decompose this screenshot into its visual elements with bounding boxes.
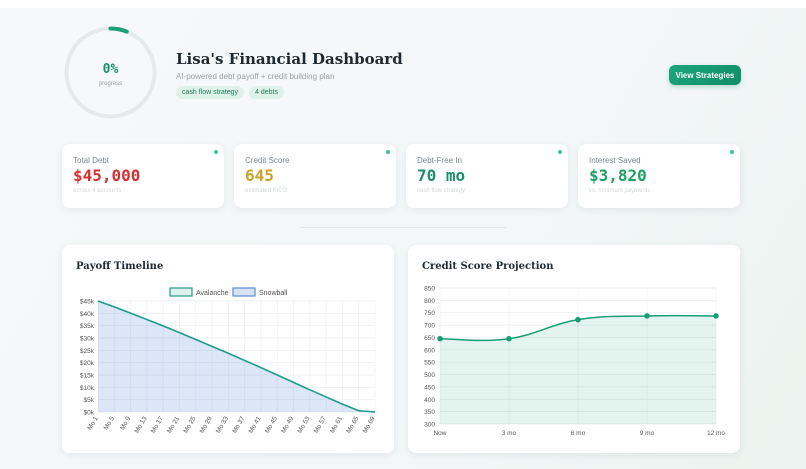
stat-card-total-debt: Total Debt $45,000 across 4 accounts xyxy=(62,144,224,208)
y-tick-label: $20k xyxy=(80,360,95,367)
y-tick-label: 300 xyxy=(424,422,435,429)
series-line-avalanche xyxy=(97,300,376,413)
data-point xyxy=(437,335,443,342)
section-divider xyxy=(300,227,506,228)
legend-label-avalanche: Avalanche xyxy=(196,290,229,297)
status-dot xyxy=(214,150,218,154)
x-tick-label: Mo 37 xyxy=(231,415,246,434)
x-tick-label: 9 mo xyxy=(640,430,655,437)
stat-note: estimated FICO xyxy=(245,188,288,194)
x-tick-label: Mo 9 xyxy=(119,415,132,431)
y-tick-label: $40k xyxy=(80,311,95,318)
hero-section: 0% progress Lisa's Financial Dashboard A… xyxy=(62,24,742,124)
x-tick-label: Mo 69 xyxy=(362,415,377,434)
progress-label: progress xyxy=(98,81,123,87)
chart-title: Payoff Timeline xyxy=(76,261,164,272)
legend-swatch-snowball xyxy=(232,287,256,297)
stat-value: $3,820 xyxy=(589,166,647,185)
stat-value: 645 xyxy=(245,166,274,185)
stat-value: 70 mo xyxy=(417,166,466,185)
data-point xyxy=(713,313,719,319)
y-tick-label: $45k xyxy=(80,299,95,306)
stat-label: Interest Saved xyxy=(589,156,641,165)
chart-title: Credit Score Projection xyxy=(422,261,554,272)
stat-value: $45,000 xyxy=(73,166,141,185)
page-title: Lisa's Financial Dashboard xyxy=(176,50,403,68)
x-tick-label: Mo 41 xyxy=(248,415,263,434)
tag-list: cash flow strategy 4 debts xyxy=(176,86,284,99)
x-tick-label: Mo 49 xyxy=(280,415,295,434)
x-tick-label: Mo 1 xyxy=(86,415,99,431)
stat-card-credit-score: Credit Score 645 estimated FICO xyxy=(234,144,396,208)
status-dot xyxy=(730,150,734,154)
y-tick-label: $30k xyxy=(80,336,95,343)
data-point xyxy=(644,313,650,319)
x-tick-label: 6 mo xyxy=(571,430,586,437)
y-tick-label: 850 xyxy=(424,286,435,293)
y-tick-label: 700 xyxy=(424,323,435,330)
legend-label-snowball: Snowball xyxy=(259,290,288,297)
status-dot xyxy=(386,150,390,154)
stat-note: cash flow strategy xyxy=(417,188,466,194)
y-tick-label: 550 xyxy=(424,360,435,367)
x-tick-label: Mo 33 xyxy=(215,415,230,434)
series-area-snowball xyxy=(98,301,375,412)
x-tick-label: Mo 61 xyxy=(329,415,344,434)
stat-note: vs. minimum payments xyxy=(589,188,651,194)
view-strategies-button[interactable]: View Strategies xyxy=(669,65,741,85)
y-tick-label: $5k xyxy=(84,397,95,404)
stat-note: across 4 accounts xyxy=(73,188,122,194)
progress-ring: 0% progress xyxy=(62,24,159,121)
stat-card-debt-free: Debt-Free In 70 mo cash flow strategy xyxy=(406,144,568,208)
x-tick-label: Mo 65 xyxy=(345,415,360,434)
progress-ring-graphic xyxy=(64,26,157,119)
series-area-credit xyxy=(440,315,716,424)
x-tick-label: Mo 29 xyxy=(199,415,214,434)
stat-label: Debt-Free In xyxy=(417,156,462,165)
top-bar xyxy=(0,0,806,8)
y-tick-label: 350 xyxy=(424,409,435,416)
credit-projection-chart: 300 350 400 450 500 550 600 650 700 750 800 850 Now 3… xyxy=(424,286,725,438)
stat-card-interest-saved: Interest Saved $3,820 vs. minimum paymen… xyxy=(578,144,740,208)
stat-label: Credit Score xyxy=(245,156,290,165)
status-dot xyxy=(558,150,562,154)
x-tick-label: Mo 5 xyxy=(103,415,116,431)
x-tick-label: 3 mo xyxy=(502,430,517,437)
payoff-timeline-chart: Avalanche Snowball $0k $5k $10k $15k $20k $25k $… xyxy=(80,287,377,435)
x-tick-label: Mo 57 xyxy=(313,415,328,434)
y-tick-label: 400 xyxy=(424,397,435,404)
stat-label: Total Debt xyxy=(73,156,110,165)
x-tick-label: Mo 45 xyxy=(264,415,279,434)
y-tick-label: 750 xyxy=(424,310,435,317)
data-point xyxy=(575,316,581,323)
page-subtitle: AI-powered debt payoff + credit building… xyxy=(176,72,335,81)
x-tick-label: Mo 13 xyxy=(134,415,149,434)
x-tick-label: Mo 17 xyxy=(150,415,165,434)
progress-percent: 0% xyxy=(102,62,119,77)
y-tick-label: 600 xyxy=(424,347,435,354)
y-tick-label: 800 xyxy=(424,298,435,305)
strategy-tag: cash flow strategy xyxy=(176,86,245,99)
x-tick-label: 12 mo xyxy=(707,430,725,437)
y-tick-label: 650 xyxy=(424,335,435,342)
y-tick-label: $10k xyxy=(80,385,95,392)
debt-count-tag: 4 debts xyxy=(249,86,284,99)
y-tick-label: 450 xyxy=(424,384,435,391)
y-tick-label: $15k xyxy=(80,373,95,380)
legend-swatch-avalanche xyxy=(169,287,193,297)
payoff-timeline-card: Payoff Timeline Avalanche Snowball $0k $5k $… xyxy=(62,245,394,453)
x-tick-label: Now xyxy=(433,430,446,437)
data-point xyxy=(506,335,512,342)
x-tick-label: Mo 53 xyxy=(296,415,311,434)
x-tick-label: Mo 21 xyxy=(166,415,181,434)
credit-projection-card: Credit Score Projection 300 350 400 450 500 5… xyxy=(408,245,740,453)
y-tick-label: 500 xyxy=(424,372,435,379)
y-tick-label: $35k xyxy=(80,323,95,330)
x-tick-label: Mo 25 xyxy=(182,415,197,434)
y-tick-label: $25k xyxy=(80,348,95,355)
y-tick-label: $0k xyxy=(84,410,95,417)
